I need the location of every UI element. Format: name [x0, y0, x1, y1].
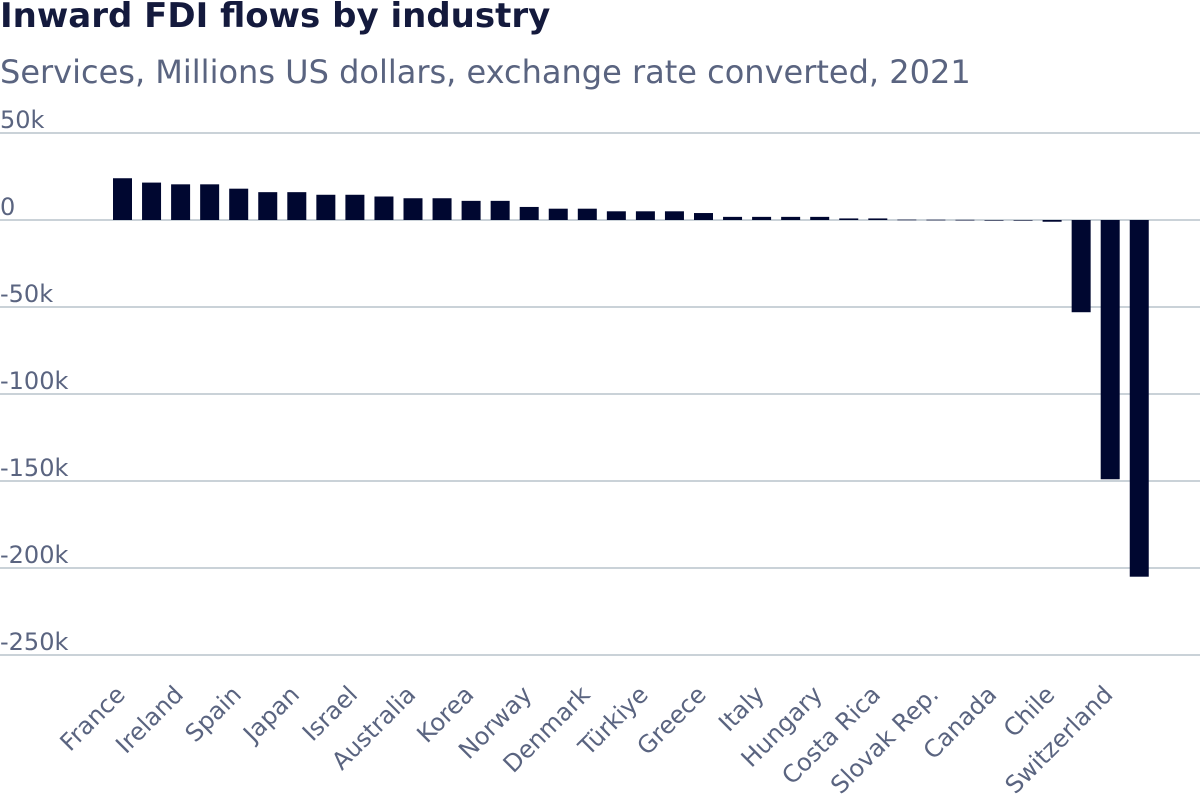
bar	[1130, 220, 1149, 577]
bar	[1043, 220, 1062, 222]
x-axis-tick-labels: FranceIrelandSpainJapanIsraelAustraliaKo…	[55, 680, 1119, 799]
bar	[1072, 220, 1091, 312]
y-tick-label: 50k	[0, 106, 45, 134]
y-tick-label: -50k	[0, 280, 53, 308]
bar	[433, 198, 452, 220]
y-tick-label: -150k	[0, 454, 68, 482]
bar	[868, 218, 887, 220]
bar	[665, 211, 684, 220]
bar	[113, 178, 132, 220]
bar	[897, 220, 916, 221]
bar	[839, 218, 858, 220]
bar	[781, 217, 800, 220]
bars	[113, 178, 1149, 576]
bar	[985, 220, 1004, 221]
bar	[1101, 220, 1120, 479]
y-axis-tick-labels: 50k 0 -50k -100k -150k -200k -250k	[0, 106, 68, 656]
bar	[636, 211, 655, 220]
y-tick-label: -250k	[0, 628, 68, 656]
bar	[520, 207, 539, 220]
bar	[345, 195, 364, 220]
x-tick-label: Japan	[236, 680, 305, 749]
bar	[462, 201, 481, 220]
bar	[200, 184, 219, 220]
bar	[723, 217, 742, 220]
bar	[142, 183, 161, 220]
bar	[926, 220, 945, 221]
bar	[810, 217, 829, 220]
bar	[694, 213, 713, 220]
bar	[404, 198, 423, 220]
bar	[549, 209, 568, 220]
bar	[258, 192, 277, 220]
bar	[752, 217, 771, 220]
bar	[171, 184, 190, 220]
bar	[287, 192, 306, 220]
bar	[607, 211, 626, 220]
bar	[491, 201, 510, 220]
bar	[374, 197, 393, 220]
bar	[955, 220, 974, 221]
bar	[229, 189, 248, 220]
bar	[578, 209, 597, 220]
y-tick-label: -100k	[0, 367, 68, 395]
x-tick-label: Spain	[180, 680, 247, 747]
bar	[316, 195, 335, 220]
y-tick-label: -200k	[0, 541, 68, 569]
y-tick-label: 0	[0, 193, 15, 221]
bar	[1014, 220, 1033, 221]
